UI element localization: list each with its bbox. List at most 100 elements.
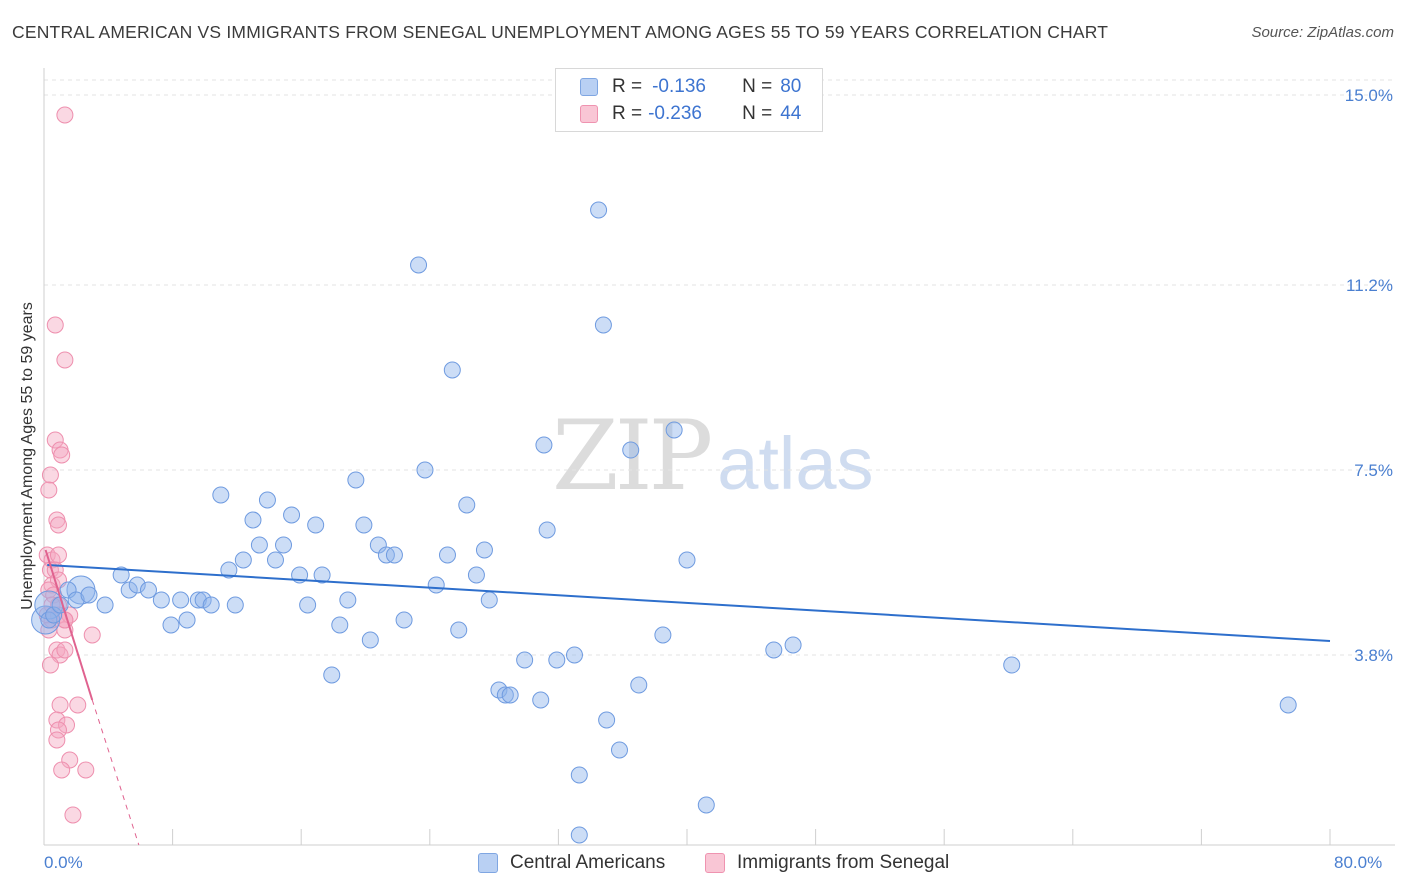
central-american-point [339, 591, 357, 609]
central-american-point [590, 201, 608, 219]
central-american-point [697, 796, 715, 814]
senegal-point [69, 696, 87, 714]
legend-r-value: -0.236 [648, 103, 702, 124]
central-american-point [67, 591, 85, 609]
central-american-point [538, 521, 556, 539]
central-american-point [45, 606, 63, 624]
central-american-point [96, 596, 114, 614]
central-american-point [594, 316, 612, 334]
senegal-point [83, 626, 101, 644]
senegal-point [40, 481, 58, 499]
central-american-point [202, 596, 220, 614]
legend-row-senegal: R = -0.236 N = 44 [580, 101, 801, 127]
central-american-point [275, 536, 293, 554]
bottom-legend-swatch-blue [478, 853, 498, 873]
chart-title: CENTRAL AMERICAN VS IMMIGRANTS FROM SENE… [12, 22, 1109, 42]
legend-swatch-pink [580, 105, 598, 123]
central-american-point [410, 256, 428, 274]
central-american-point [622, 441, 640, 459]
central-american-point [516, 651, 534, 669]
senegal-point [58, 716, 76, 734]
central-american-point [416, 461, 434, 479]
central-american-point [194, 591, 212, 609]
senegal-point [56, 106, 74, 124]
central-american-point [496, 686, 514, 704]
central-american-point [458, 496, 476, 514]
senegal-point [56, 351, 74, 369]
central-american-point [630, 676, 648, 694]
central-american-point [299, 596, 317, 614]
y-tick-label: 11.2% [1346, 276, 1393, 295]
central-american-point [355, 516, 373, 534]
source-label: Source: ZipAtlas.com [1251, 24, 1394, 41]
central-american-point [570, 766, 588, 784]
legend-n-label: N = [742, 76, 773, 97]
senegal-point [49, 546, 67, 564]
central-american-point [570, 826, 588, 844]
central-american-point [467, 566, 485, 584]
central-american-point [234, 551, 252, 569]
central-american-point [266, 551, 284, 569]
central-american-point [427, 576, 445, 594]
central-american-point [250, 536, 268, 554]
central-american-point [331, 616, 349, 634]
bottom-legend-label: Central Americans [510, 852, 666, 873]
central-american-point [80, 586, 98, 604]
central-american-point [152, 591, 170, 609]
y-tick-label: 15.0% [1345, 86, 1393, 105]
bottom-legend-central-americans: Central Americans [478, 852, 665, 874]
central-americans-trend-line [47, 564, 1331, 642]
bottom-legend-label: Immigrants from Senegal [737, 852, 950, 873]
central-american-point [40, 611, 58, 629]
central-american-point [1279, 696, 1297, 714]
senegal-point [41, 466, 59, 484]
central-american-point [313, 566, 331, 584]
senegal-point [53, 446, 71, 464]
central-american-point [112, 566, 130, 584]
legend-r-label: R = [612, 103, 643, 124]
central-american-point [565, 646, 583, 664]
central-american-point [220, 561, 238, 579]
senegal-point [53, 761, 71, 779]
central-american-point [532, 691, 550, 709]
central-american-point [480, 591, 498, 609]
central-american-point [475, 541, 493, 559]
central-american-point [501, 686, 519, 704]
central-american-point [765, 641, 783, 659]
central-american-point [212, 486, 230, 504]
senegal-point [51, 696, 69, 714]
central-american-point [654, 626, 672, 644]
central-american-point [347, 471, 365, 489]
central-american-point [665, 421, 683, 439]
central-american-point [120, 581, 138, 599]
central-american-point [385, 546, 403, 564]
bottom-legend-senegal: Immigrants from Senegal [705, 852, 949, 874]
central-american-point [244, 511, 262, 529]
bottom-legend-swatch-pink [705, 853, 725, 873]
senegal-trend-line-extension [91, 699, 140, 846]
senegal-point [64, 806, 82, 824]
central-american-point [784, 636, 802, 654]
central-american-point [323, 666, 341, 684]
legend-n-label: N = [742, 103, 773, 124]
central-american-point [178, 611, 196, 629]
x-tick-label-min: 0.0% [44, 853, 83, 872]
watermark-atlas: atlas [717, 422, 874, 505]
y-tick-label: 7.5% [1354, 461, 1393, 480]
y-tick-label: 3.8% [1354, 646, 1393, 665]
central-american-point [610, 741, 628, 759]
senegal-point [48, 731, 66, 749]
senegal-point [77, 761, 95, 779]
legend-n-value: 44 [780, 103, 802, 124]
central-american-point [172, 591, 190, 609]
correlation-legend: R = -0.136 N = 80 R = -0.236 N = 44 [555, 68, 823, 132]
central-american-point [678, 551, 696, 569]
central-american-point [128, 576, 146, 594]
senegal-point [46, 316, 64, 334]
central-american-point [438, 546, 456, 564]
watermark-zip: ZIP [552, 400, 713, 512]
central-american-point [139, 581, 157, 599]
central-american-point [258, 491, 276, 509]
legend-n-value: 80 [780, 76, 802, 97]
